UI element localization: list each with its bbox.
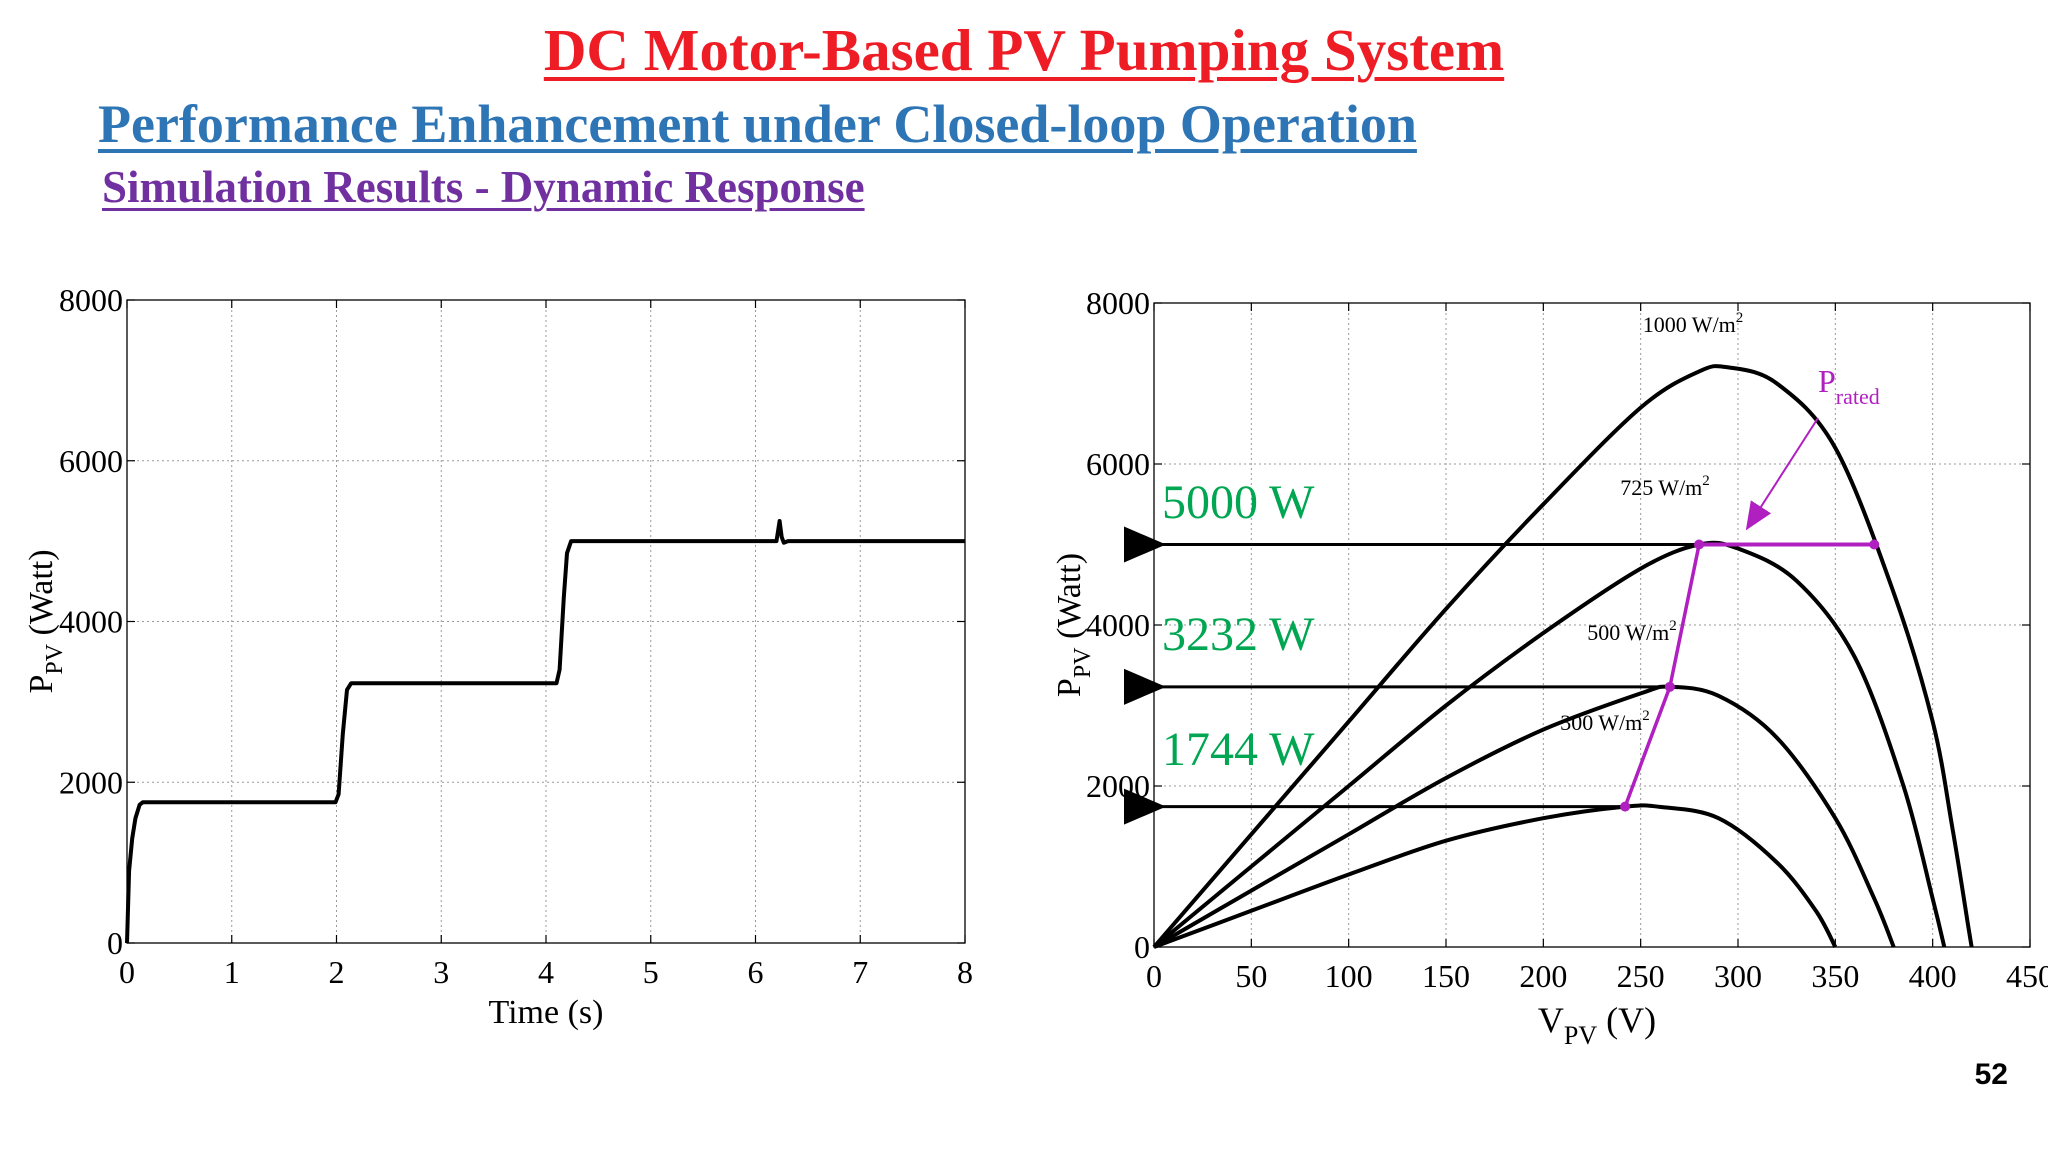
right-rated-label-part: rated <box>1836 384 1880 409</box>
left-xtick-label: 7 <box>852 954 868 990</box>
right-xtick-label: 350 <box>1811 958 1859 994</box>
pv-power-voltage-chart: 0 50 100 150 200 250 300 350 400 450 0 2000 4000 6000… <box>1051 285 2048 1050</box>
right-ytick-label: 4000 <box>1086 607 1150 643</box>
right-xtick-label: 300 <box>1714 958 1762 994</box>
right-ylabel: PPV (Watt) <box>1051 553 1096 697</box>
right-mpp-track <box>1623 544 1701 808</box>
left-xtick-label: 6 <box>748 954 764 990</box>
right-rated-label: Prated <box>1818 363 1880 409</box>
right-xtick-label: 100 <box>1325 958 1373 994</box>
right-ytick-label: 0 <box>1134 929 1150 965</box>
right-ylabel-part: (Watt) <box>1051 553 1088 648</box>
right-ytick-label: 2000 <box>1086 768 1150 804</box>
right-irradiance-label-part: 500 W/m <box>1587 620 1669 645</box>
left-ytick-label: 6000 <box>59 443 123 479</box>
right-irradiance-label-part: 2 <box>1702 473 1710 489</box>
right-irradiance-label-part: 1000 W/m <box>1643 312 1736 337</box>
right-power-label: 5000 W <box>1162 476 1315 529</box>
right-curve-0 <box>1152 364 1974 949</box>
right-ylabel-part: P <box>1051 678 1088 697</box>
right-xtick-label: 250 <box>1617 958 1665 994</box>
right-xtick-label: 200 <box>1519 958 1567 994</box>
left-xtick-label: 1 <box>224 954 240 990</box>
right-rated-label-part: P <box>1818 363 1836 399</box>
left-ylabel: PPV (Watt) <box>23 549 68 693</box>
right-rated-arrow <box>1745 417 1819 531</box>
right-xlabel-part: PV <box>1564 1021 1597 1050</box>
right-xtick-label: 450 <box>2006 958 2048 994</box>
right-irradiance-label-part: 2 <box>1669 618 1677 634</box>
right-irradiance-label: 500 W/m2 <box>1587 618 1677 645</box>
time-power-chart: 0 1 2 3 4 5 6 7 8 0 2000 4000 6000 8000 Time (s) PPV (W… <box>23 282 973 1031</box>
left-xtick-label: 0 <box>119 954 135 990</box>
right-xtick-label: 400 <box>1909 958 1957 994</box>
right-irradiance-label-part: 725 W/m <box>1620 475 1702 500</box>
left-xtick-label: 2 <box>329 954 345 990</box>
right-xlabel: VPV (V) <box>1538 1000 1656 1050</box>
right-irradiance-label-part: 2 <box>1736 310 1744 326</box>
right-curve-1 <box>1152 540 1947 949</box>
right-rated-end-marker <box>1869 539 1880 550</box>
right-mpp-marker <box>1664 681 1675 692</box>
right-curve-3 <box>1153 803 1838 949</box>
left-xtick-label: 5 <box>643 954 659 990</box>
right-irradiance-label: 300 W/m2 <box>1560 708 1650 735</box>
right-xtick-label: 150 <box>1422 958 1470 994</box>
left-ylabel-part: PV <box>42 643 68 674</box>
left-xtick-label: 4 <box>538 954 554 990</box>
left-ylabel-part: (Watt) <box>23 549 60 644</box>
section-heading: Simulation Results - Dynamic Response <box>102 162 865 212</box>
right-power-label: 3232 W <box>1162 608 1315 661</box>
left-xtick-label: 3 <box>433 954 449 990</box>
left-ytick-label: 4000 <box>59 604 123 640</box>
right-mpp-marker <box>1620 801 1631 812</box>
slide-subtitle: Performance Enhancement under Closed-loo… <box>98 94 1417 154</box>
left-xtick-label: 8 <box>957 954 973 990</box>
slide-title: DC Motor-Based PV Pumping System <box>543 17 1505 83</box>
right-xlabel-part: V <box>1538 1000 1564 1040</box>
right-xlabel-part: (V) <box>1597 1000 1656 1040</box>
left-ylabel-part: P <box>23 675 60 694</box>
page-number: 52 <box>1974 1058 2008 1091</box>
right-irradiance-label-part: 2 <box>1642 708 1650 724</box>
right-irradiance-label: 725 W/m2 <box>1620 473 1710 500</box>
right-xtick-label: 50 <box>1235 958 1267 994</box>
left-series-line <box>125 519 965 944</box>
left-ytick-label: 0 <box>107 925 123 961</box>
right-ytick-label: 6000 <box>1086 446 1150 482</box>
right-xtick-label: 0 <box>1146 958 1162 994</box>
right-power-label: 1744 W <box>1162 723 1315 776</box>
left-ytick-label: 8000 <box>59 282 123 318</box>
left-ytick-label: 2000 <box>59 764 123 800</box>
right-irradiance-label-part: 300 W/m <box>1560 710 1642 735</box>
right-ytick-label: 8000 <box>1086 285 1150 321</box>
right-irradiance-label: 1000 W/m2 <box>1643 310 1744 337</box>
left-xlabel: Time (s) <box>489 994 604 1031</box>
right-mpp-marker <box>1694 539 1705 550</box>
right-curve-2 <box>1152 684 1896 949</box>
right-ylabel-part: PV <box>1070 647 1096 678</box>
